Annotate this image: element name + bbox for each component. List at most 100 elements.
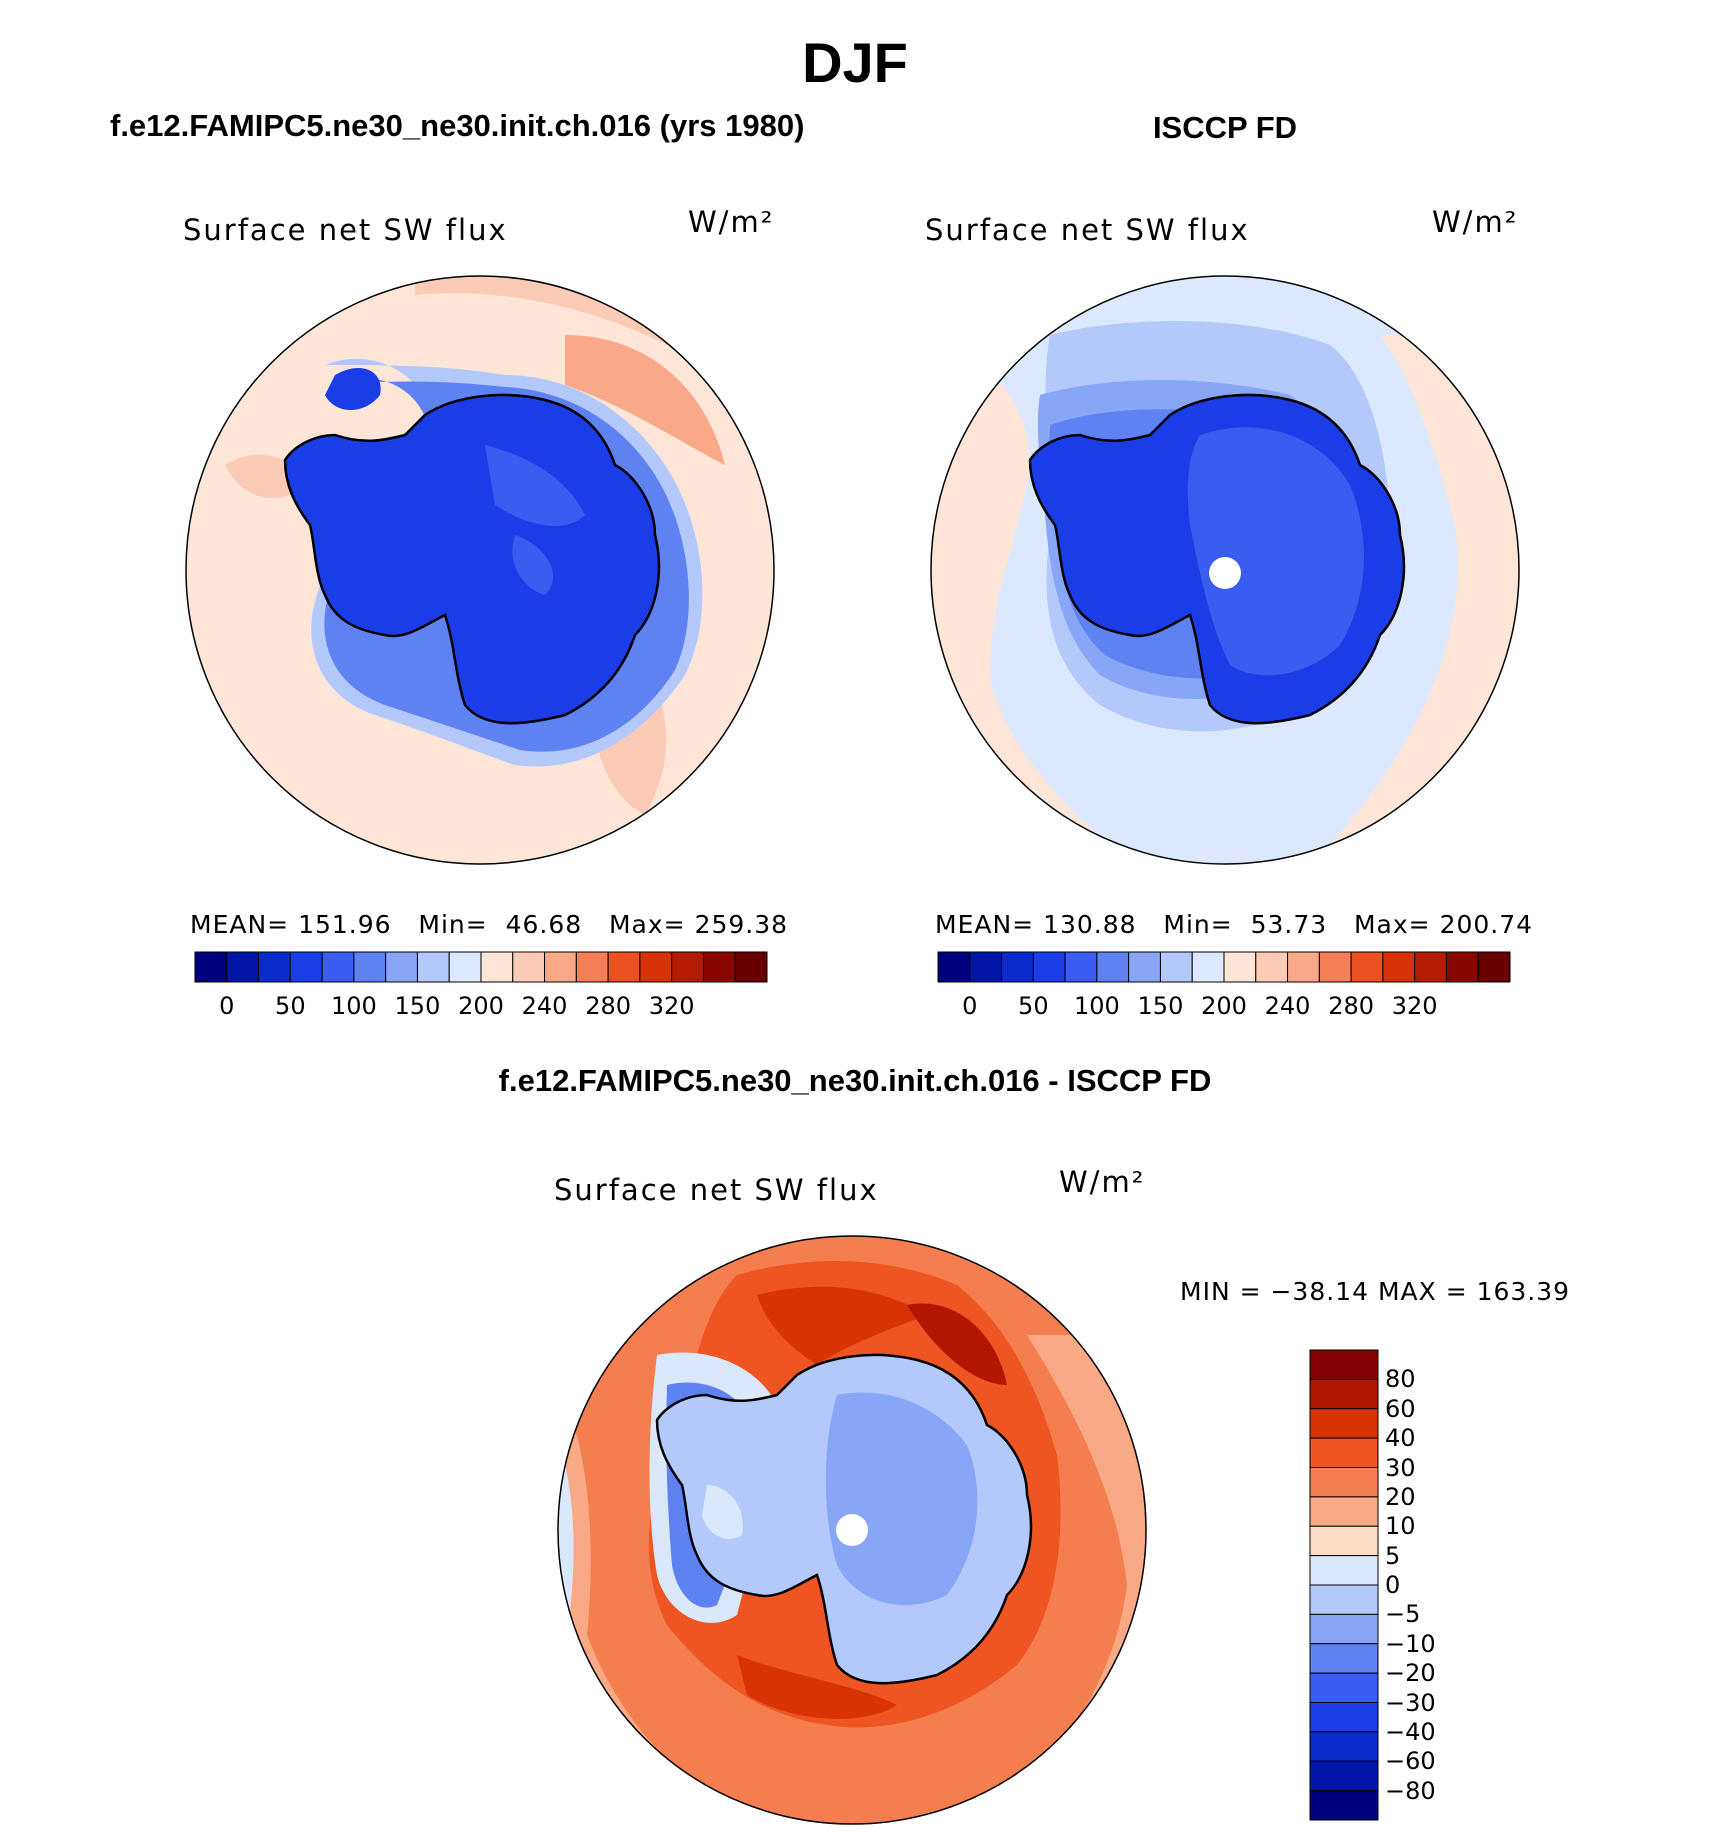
colorbar-tick-label: −5 xyxy=(1385,1600,1421,1629)
colorbar-swatch xyxy=(258,951,291,983)
colorbar-swatch xyxy=(639,951,673,983)
colorbar-tick-label: 60 xyxy=(1385,1394,1416,1423)
colorbar-swatch xyxy=(1096,951,1130,983)
obs-title: ISCCP FD xyxy=(1152,110,1298,145)
colorbar-swatch xyxy=(1064,951,1098,983)
colorbar-tick-label: 200 xyxy=(1201,992,1247,1020)
colorbar-swatch xyxy=(1309,1467,1379,1498)
test-stats: MEAN= 151.96 Min= 46.68 Max= 259.38 xyxy=(190,910,789,939)
colorbar-swatch xyxy=(1255,951,1289,983)
colorbar-swatch xyxy=(1309,1613,1379,1645)
colorbar-tick-label: 0 xyxy=(1385,1571,1401,1599)
colorbar-swatch xyxy=(1159,951,1193,983)
pole-hole xyxy=(1209,557,1241,589)
colorbar-swatch xyxy=(1309,1672,1379,1703)
colorbar-swatch xyxy=(1309,1408,1379,1439)
colorbar-swatch xyxy=(480,951,514,983)
colorbar-tick-label: 5 xyxy=(1385,1541,1401,1570)
colorbar-swatch xyxy=(1309,1496,1379,1527)
colorbar-swatch xyxy=(512,951,546,983)
obs-variable-label: Surface net SW flux xyxy=(925,213,1250,247)
colorbar-tick-label: 10 xyxy=(1385,1512,1416,1541)
test-units-label: W/m² xyxy=(688,205,775,239)
colorbar-swatch xyxy=(1128,951,1161,983)
colorbar-tick-label: 150 xyxy=(394,992,441,1020)
colorbar-tick-label: 150 xyxy=(1137,992,1184,1020)
colorbar-swatch xyxy=(734,951,768,983)
difference-map xyxy=(557,1235,1147,1825)
obs-stats: MEAN= 130.88 Min= 53.73 Max= 200.74 xyxy=(935,910,1534,939)
map-border xyxy=(557,1235,1147,1825)
colorbar-tick-label: −40 xyxy=(1385,1717,1436,1746)
colorbar-swatch xyxy=(937,951,971,983)
colorbar-swatch xyxy=(353,951,387,983)
colorbar-tick-label: 240 xyxy=(1264,992,1311,1020)
colorbar-tick-label: 280 xyxy=(1328,992,1375,1020)
colorbar-tick-label: 100 xyxy=(330,992,377,1020)
colorbar-tick-label: 50 xyxy=(275,992,306,1020)
colorbar-tick-label: 80 xyxy=(1385,1365,1416,1394)
difference-title: f.e12.FAMIPC5.ne30_ne30.init.ch.016 - IS… xyxy=(498,1063,1212,1098)
colorbar-tick-label: 200 xyxy=(458,992,504,1020)
diff-units-label: W/m² xyxy=(1059,1165,1146,1199)
colorbar-swatch xyxy=(1309,1760,1379,1792)
colorbar-swatch xyxy=(1318,951,1352,983)
colorbar-tick-label: −10 xyxy=(1385,1629,1436,1658)
colorbar-swatch xyxy=(1032,951,1066,983)
colorbar-swatch xyxy=(1309,1584,1379,1615)
colorbar-tick-label: −20 xyxy=(1385,1659,1436,1688)
colorbar-swatch xyxy=(1445,951,1479,983)
colorbar-tick-label: 20 xyxy=(1385,1482,1416,1511)
colorbar-swatch xyxy=(194,951,228,983)
colorbar-swatch xyxy=(1477,951,1511,983)
colorbar-swatch xyxy=(575,951,609,983)
obs-map xyxy=(930,275,1520,865)
colorbar-tick-label: 40 xyxy=(1385,1424,1416,1453)
colorbar-swatch xyxy=(1309,1378,1379,1410)
colorbar-swatch xyxy=(1001,951,1034,983)
colorbar-swatch xyxy=(1350,951,1384,983)
test-colorbar xyxy=(194,951,768,983)
colorbar-tick-label: 280 xyxy=(585,992,632,1020)
colorbar-swatch xyxy=(969,951,1003,983)
colorbar-swatch xyxy=(1309,1643,1379,1674)
difference-colorbar-ticks: 80 60 40 30 20 10 5 0 −5 −10 −20 −30 −40 −60 −80 xyxy=(1385,1350,1485,1820)
colorbar-swatch xyxy=(1223,951,1257,983)
pole-hole xyxy=(836,1514,868,1546)
test-variable-label: Surface net SW flux xyxy=(183,213,508,247)
colorbar-tick-label: 50 xyxy=(1018,992,1049,1020)
map-border xyxy=(185,275,775,865)
colorbar-swatch xyxy=(607,951,641,983)
antarctica-landmass xyxy=(283,393,661,725)
colorbar-swatch xyxy=(1191,951,1225,983)
test-case-title: f.e12.FAMIPC5.ne30_ne30.init.ch.016 (yrs… xyxy=(110,108,805,143)
test-map xyxy=(185,275,775,865)
colorbar-swatch xyxy=(702,951,736,983)
colorbar-swatch xyxy=(1287,951,1320,983)
diff-minmax: MIN = −38.14 MAX = 163.39 xyxy=(1180,1277,1571,1306)
colorbar-swatch xyxy=(1309,1525,1379,1557)
colorbar-swatch xyxy=(1309,1731,1379,1762)
colorbar-tick-label: 320 xyxy=(648,992,695,1020)
map-border xyxy=(930,275,1520,865)
colorbar-swatch xyxy=(1414,951,1447,983)
test-colorbar-ticks: 0 50 100 150 200 240 280 320 xyxy=(195,992,767,1022)
colorbar-swatch xyxy=(1309,1555,1379,1586)
colorbar-tick-label: 0 xyxy=(219,992,235,1020)
difference-colorbar xyxy=(1309,1349,1379,1821)
obs-colorbar-ticks: 0 50 100 150 200 240 280 320 xyxy=(938,992,1510,1022)
colorbar-swatch xyxy=(321,951,355,983)
colorbar-swatch xyxy=(289,951,323,983)
colorbar-swatch xyxy=(416,951,450,983)
colorbar-swatch xyxy=(448,951,482,983)
colorbar-swatch xyxy=(385,951,418,983)
colorbar-tick-label: −30 xyxy=(1385,1688,1436,1717)
colorbar-tick-label: −80 xyxy=(1385,1776,1436,1805)
obs-units-label: W/m² xyxy=(1432,205,1519,239)
obs-colorbar xyxy=(937,951,1511,983)
colorbar-swatch xyxy=(544,951,577,983)
diff-variable-label: Surface net SW flux xyxy=(554,1173,879,1207)
colorbar-tick-label: 100 xyxy=(1073,992,1120,1020)
colorbar-swatch xyxy=(226,951,260,983)
colorbar-tick-label: 320 xyxy=(1391,992,1438,1020)
